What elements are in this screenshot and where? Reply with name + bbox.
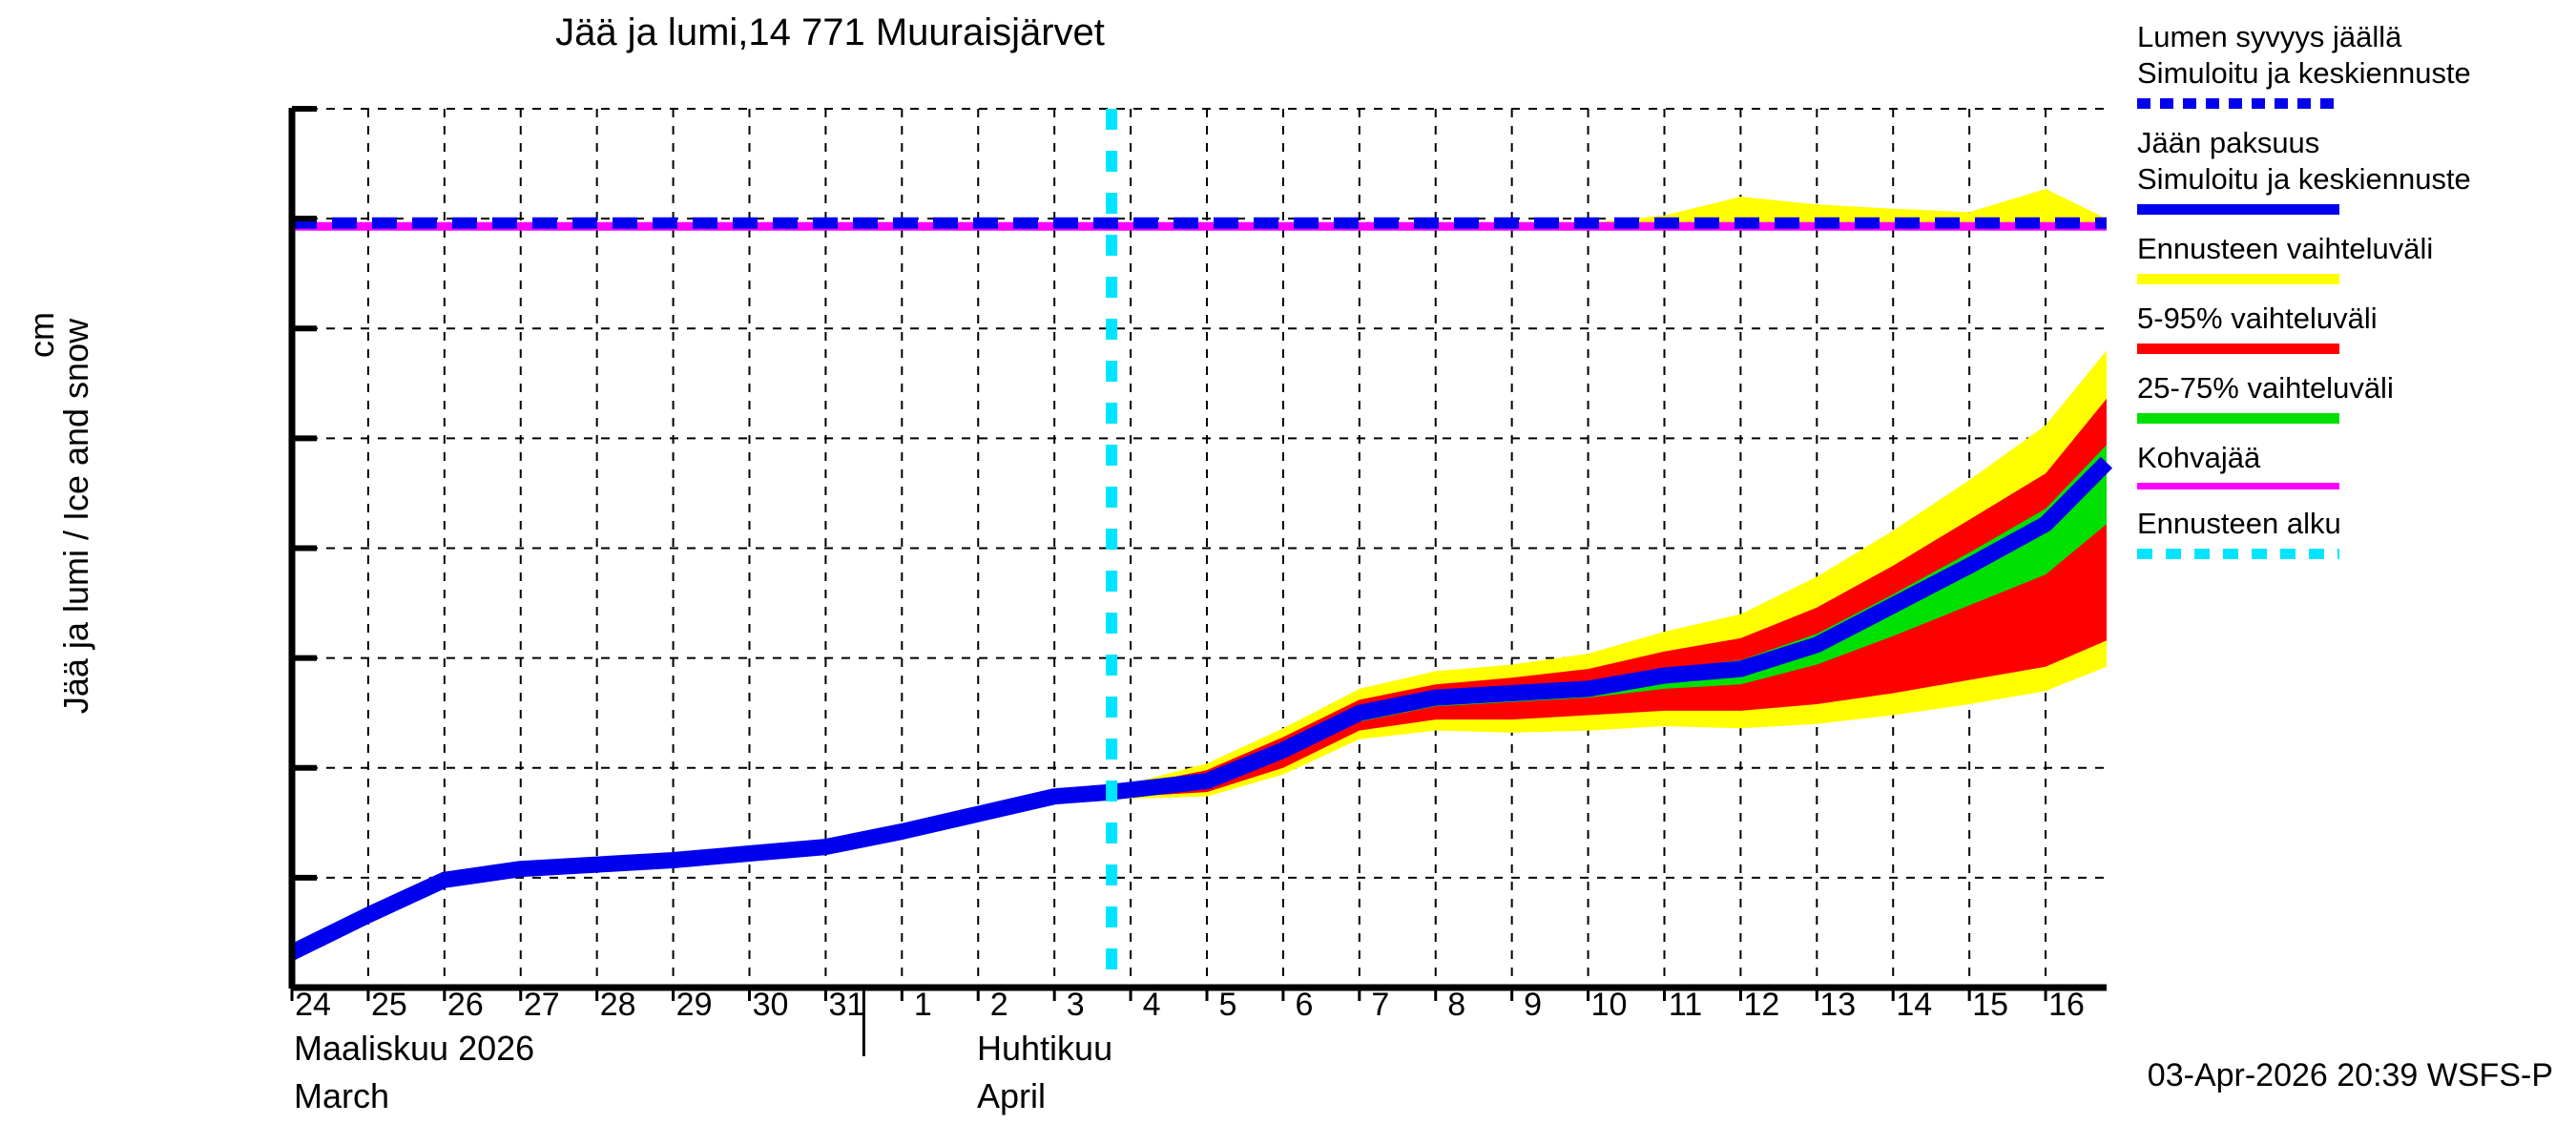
x-tick-label: 10	[1590, 987, 1628, 1023]
x-tick-label: 29	[675, 987, 713, 1023]
x-tick-label: 16	[2048, 987, 2085, 1023]
x-tick-label: 24	[295, 987, 331, 1023]
legend-swatch-ice-thickness-header	[2137, 204, 2339, 215]
x-group-april-en: April	[977, 1076, 1047, 1115]
legend-label: Kohvajää	[2137, 441, 2261, 474]
legend-swatch-range-25-75	[2137, 413, 2339, 424]
legend-swatch-snow-depth-header	[2137, 98, 2339, 109]
x-tick-label: 25	[370, 987, 407, 1023]
series-ice-thickness-line	[288, 456, 2113, 960]
x-tick-label: 11	[1668, 987, 1703, 1023]
legend-item-forecast-start: Ennusteen alku	[2137, 506, 2576, 559]
x-group-march-fi: Maaliskuu 2026	[294, 1029, 535, 1068]
legend-label: Jään paksuus	[2137, 126, 2320, 159]
x-tick-label: 28	[599, 987, 636, 1023]
legend-item-forecast-range: Ennusteen vaihteluväli	[2137, 231, 2576, 284]
x-tick-label: 14	[1896, 987, 1933, 1023]
legend-label: Ennusteen vaihteluväli	[2137, 232, 2434, 265]
legend-item-range-25-75: 25-75% vaihteluväli	[2137, 370, 2576, 424]
legend-swatch-forecast-start	[2137, 549, 2339, 559]
x-tick-label: 13	[1819, 987, 1857, 1023]
legend-label: Lumen syvyys jäällä	[2137, 20, 2402, 53]
legend-label: Simuloitu ja keskiennuste	[2137, 56, 2471, 90]
x-tick-label: 1	[913, 987, 932, 1023]
chart-legend: Lumen syvyys jäällä Simuloitu ja keskienn…	[2137, 19, 2576, 575]
x-tick-label: 9	[1524, 987, 1543, 1023]
legend-swatch-slush-ice	[2137, 483, 2339, 489]
legend-item-range-5-95: 5-95% vaihteluväli	[2137, 301, 2576, 354]
band-snow-forecast-range	[1111, 189, 2107, 223]
chart-title: Jää ja lumi,14 771 Muuraisjärvet	[555, 11, 1105, 53]
legend-item-slush-ice: Kohvajää	[2137, 440, 2576, 489]
band-5-95	[1111, 398, 2107, 797]
x-tick-label: 12	[1743, 987, 1780, 1023]
legend-swatch-forecast-range	[2137, 274, 2339, 284]
x-tick-label: 3	[1066, 987, 1085, 1023]
x-group-march-en: March	[294, 1076, 390, 1115]
x-tick-label: 15	[1972, 987, 2009, 1023]
legend-item-ice-thickness-header: Jään paksuus Simuloitu ja keskiennuste	[2137, 125, 2576, 215]
legend-label: Ennusteen alku	[2137, 507, 2341, 540]
grid-lines	[291, 108, 2107, 989]
x-tick-label: 6	[1295, 987, 1314, 1023]
x-tick-label: 30	[752, 987, 789, 1023]
legend-label: 5-95% vaihteluväli	[2137, 302, 2378, 335]
legend-swatch-range-5-95	[2137, 344, 2339, 354]
x-tick-label: 27	[523, 987, 560, 1023]
legend-label: 25-75% vaihteluväli	[2137, 371, 2394, 405]
x-tick-label: 26	[447, 987, 484, 1023]
x-tick-label: 4	[1142, 987, 1161, 1023]
x-tick-label: 31	[828, 987, 865, 1023]
band-25-75	[1111, 445, 2107, 794]
footer-timestamp: 03-Apr-2026 20:39 WSFS-P	[2147, 1057, 2553, 1093]
legend-item-snow-depth-header: Lumen syvyys jäällä Simuloitu ja keskienn…	[2137, 19, 2576, 109]
x-tick-label: 8	[1447, 987, 1466, 1023]
x-group-april-fi: Huhtikuu	[977, 1029, 1113, 1068]
legend-label: Simuloitu ja keskiennuste	[2137, 162, 2471, 196]
x-tick-label: 7	[1371, 987, 1390, 1023]
x-tick-label: 2	[989, 987, 1008, 1023]
x-tick-label: 5	[1218, 987, 1237, 1023]
